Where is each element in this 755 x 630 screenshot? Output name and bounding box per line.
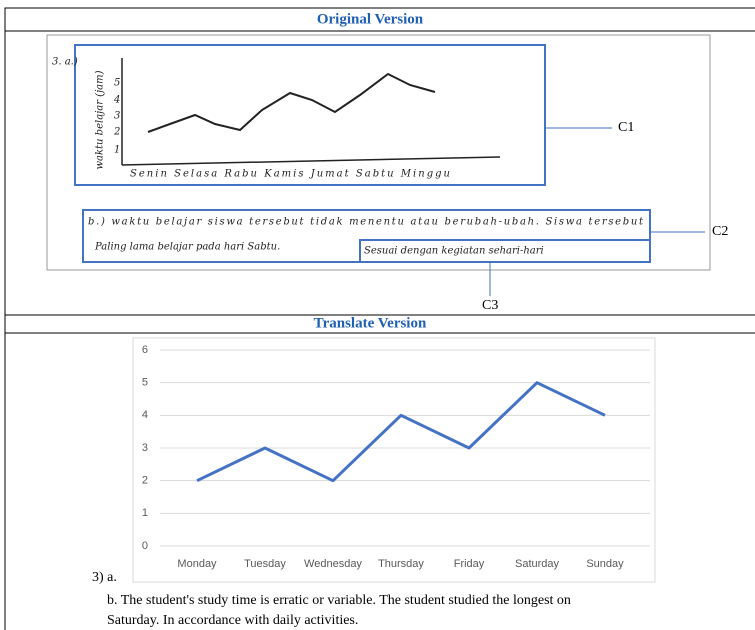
chart: 0 1 2 3 4 5 6 Monday Tuesday Wednesday Thursday Fri…	[142, 344, 650, 570]
x-tick-label: Monday	[177, 558, 217, 570]
hand-text: Sesuai dengan kegiatan sehari-hari	[364, 246, 544, 257]
label: C1	[618, 120, 634, 135]
answer-text: 3) a.	[92, 570, 117, 585]
box-c3	[359, 239, 651, 263]
box-c1	[74, 44, 546, 186]
scan-frame	[46, 34, 711, 271]
answer-text: b. The student's study time is erratic o…	[107, 593, 571, 608]
label: C3	[482, 298, 498, 313]
hand-axis	[121, 156, 501, 166]
hand-text: waktu belajar (jam)	[95, 70, 106, 169]
y-tick-label: 5	[142, 377, 148, 389]
x-tick-label: Wednesday	[304, 558, 362, 570]
answer-text: Saturday. In accordance with daily activ…	[107, 613, 358, 628]
hand-text: 1	[114, 145, 120, 156]
table-border	[4, 7, 755, 630]
data-line	[196, 381, 606, 483]
hand-text: b.) waktu belajar siswa tersebut tidak m…	[88, 217, 644, 228]
header: Translate Version	[314, 315, 427, 331]
x-tick-label: Sunday	[586, 558, 624, 570]
header: Original Version	[317, 11, 424, 27]
y-tick-label: 6	[142, 344, 148, 356]
chart-frame	[132, 337, 656, 583]
hand-text: 3. a.)	[52, 57, 78, 68]
hand-text: Senin Selasa Rabu Kamis Jumat Sabtu Ming…	[130, 169, 450, 180]
hand-text: 2	[113, 127, 120, 138]
hand-text: 3	[114, 111, 120, 122]
y-tick-label: 3	[142, 442, 148, 454]
x-tick-label: Thursday	[378, 558, 424, 570]
y-tick-label: 0	[142, 540, 148, 552]
x-tick-label: Saturday	[515, 558, 560, 570]
y-tick-label: 2	[142, 475, 148, 487]
x-tick-label: Tuesday	[244, 558, 286, 570]
hand-text: 4	[113, 95, 120, 106]
x-tick-label: Friday	[454, 558, 485, 570]
y-tick-label: 4	[142, 409, 148, 421]
hand-text: 5	[114, 78, 120, 89]
hand-text: Paling lama belajar pada hari Sabtu.	[94, 242, 280, 253]
label: C2	[712, 224, 728, 239]
hand-line	[147, 72, 436, 133]
y-tick-label: 1	[142, 507, 148, 519]
